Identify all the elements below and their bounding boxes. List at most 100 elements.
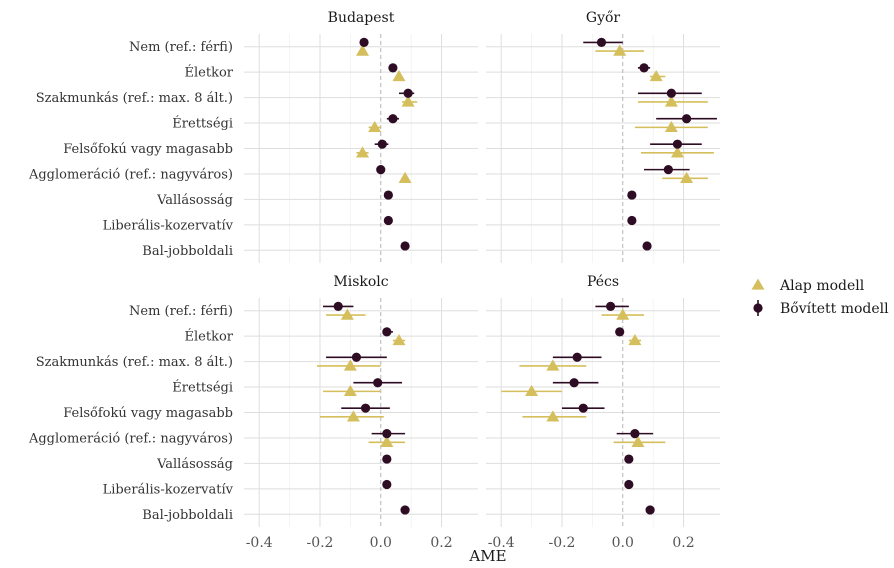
alap-point — [340, 308, 354, 320]
y-tick-label: Szakmunkás (ref.: max. 8 ált.) — [36, 355, 233, 370]
alap-point — [546, 410, 560, 422]
alap-point — [343, 359, 357, 371]
bovitett-point — [388, 114, 398, 124]
bovitett-point — [681, 114, 692, 124]
panels-layer: Budapest Nem (ref.: férfi) Életkor Szakmunk… — [28, 10, 720, 551]
x-tick-label: -0.2 — [306, 535, 333, 551]
y-tick-label: Szakmunkás (ref.: max. 8 ált.) — [36, 91, 233, 106]
alap-point — [631, 435, 645, 447]
legend-label: Alap modell — [779, 278, 865, 294]
alap-point — [356, 44, 370, 56]
bovitett-point — [388, 63, 398, 73]
panel-title: Pécs — [587, 274, 619, 290]
y-tick-label: Liberális-kozervatív — [103, 218, 234, 233]
bovitett-point — [400, 241, 410, 251]
bovitett-point — [624, 479, 634, 490]
x-tick-label: 0.2 — [430, 535, 452, 551]
panel-1: Budapest Nem (ref.: férfi) Életkor Szakmunk… — [28, 10, 478, 263]
y-tick-label: Bal-jobboldali — [142, 244, 233, 259]
alap-point — [346, 410, 360, 422]
legend-label: Bővített modell — [780, 301, 889, 317]
y-tick-label: Életkor — [185, 329, 234, 345]
bovitett-point — [351, 352, 362, 362]
bovitett-point — [400, 505, 410, 515]
alap-point — [392, 69, 406, 82]
bovitett-point — [360, 403, 371, 413]
x-tick-label: 0.0 — [370, 535, 392, 551]
bovitett-point — [596, 37, 607, 47]
bovitett-point — [376, 165, 386, 175]
bovitett-point — [615, 327, 625, 337]
y-tick-label: Liberális-kozervatív — [103, 482, 234, 497]
alap-point — [628, 333, 642, 346]
bovitett-point — [377, 139, 387, 149]
bovitett-point — [630, 429, 640, 439]
bovitett-point — [382, 327, 392, 337]
bovitett-point — [672, 139, 683, 149]
y-tick-label: Nem (ref.: férfi) — [129, 40, 233, 55]
y-tick-label: Érettségi — [172, 116, 233, 132]
y-tick-label: Életkor — [185, 65, 234, 81]
legend-triangle-marker — [751, 278, 765, 290]
y-tick-label: Felsőfokú vagy magasabb — [63, 142, 233, 157]
panel-title: Budapest — [328, 10, 395, 26]
alap-point — [664, 120, 678, 133]
bovitett-point — [663, 165, 673, 175]
bovitett-point — [572, 352, 582, 362]
alap-point — [380, 435, 394, 447]
y-tick-label: Vallásosság — [156, 193, 233, 208]
y-tick-label: Agglomeráció (ref.: nagyváros) — [28, 167, 233, 182]
legend: Alap modell Bővített modell — [751, 278, 889, 317]
bovitett-point — [624, 454, 634, 464]
bovitett-point — [605, 301, 616, 311]
bovitett-point — [382, 454, 392, 464]
legend-circle-marker — [753, 303, 763, 313]
x-tick-label: -0.2 — [548, 535, 575, 551]
bovitett-point — [627, 215, 637, 226]
y-tick-label: Bal-jobboldali — [142, 508, 233, 523]
y-tick-label: Vallásosság — [156, 457, 233, 472]
bovitett-point — [383, 215, 393, 226]
alap-point — [613, 44, 627, 56]
bovitett-point — [627, 190, 637, 200]
alap-point — [356, 146, 370, 158]
alap-point — [616, 308, 630, 320]
alap-point — [670, 146, 684, 158]
bovitett-point — [666, 88, 676, 98]
bovitett-point — [373, 378, 383, 388]
x-tick-label: -0.4 — [488, 535, 515, 551]
y-tick-label: Nem (ref.: férfi) — [129, 304, 233, 319]
bovitett-point — [382, 479, 392, 490]
x-tick-label: 0.0 — [612, 535, 634, 551]
alap-point — [398, 171, 412, 183]
bovitett-point — [642, 241, 652, 251]
alap-point — [546, 359, 560, 371]
bovitett-point — [645, 505, 655, 515]
panel-2: Győr — [486, 10, 720, 263]
panel-3: Miskolc Nem (ref.: férfi) Életkor Szakmunká… — [28, 274, 478, 551]
bovitett-point — [578, 403, 588, 413]
alap-point — [343, 384, 357, 397]
bovitett-point — [382, 429, 392, 439]
legend-item: Bővített modell — [753, 300, 889, 317]
alap-point — [392, 333, 406, 346]
y-tick-label: Felsőfokú vagy magasabb — [63, 406, 233, 421]
legend-item: Alap modell — [751, 278, 865, 294]
alap-point — [525, 384, 539, 397]
bovitett-point — [569, 378, 579, 388]
panel-title: Győr — [586, 10, 621, 26]
bovitett-point — [383, 190, 393, 200]
alap-point — [664, 95, 678, 107]
alap-point — [401, 95, 415, 107]
y-tick-label: Agglomeráció (ref.: nagyváros) — [28, 431, 233, 446]
bovitett-point — [359, 37, 369, 47]
alap-point — [368, 120, 382, 133]
x-tick-label: -0.4 — [246, 535, 273, 551]
panel-title: Miskolc — [333, 274, 388, 290]
alap-point — [649, 69, 663, 82]
bovitett-point — [639, 63, 649, 73]
bovitett-point — [403, 88, 413, 98]
bovitett-point — [333, 301, 343, 311]
panel-4: Pécs -0.4 -0.2 0.0 0.2 — [486, 274, 720, 551]
